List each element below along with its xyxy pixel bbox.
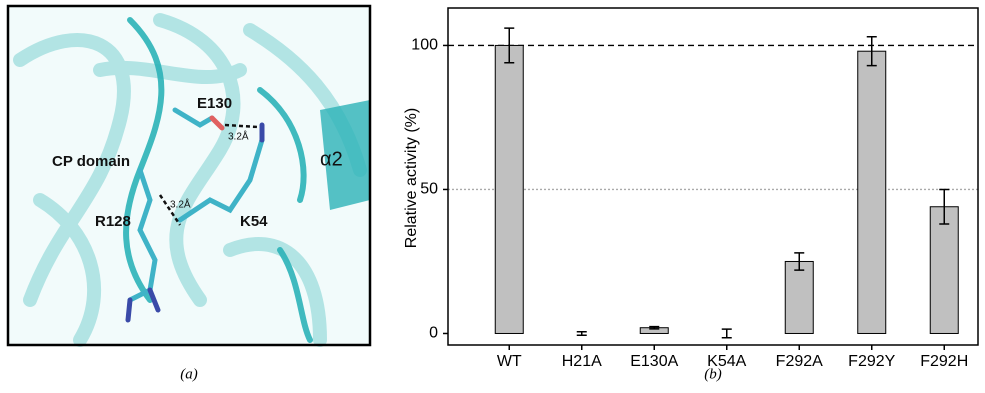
error-bar bbox=[722, 329, 732, 338]
distance-label: 3.2Å bbox=[170, 198, 191, 211]
x-tick-label: F292Y bbox=[848, 353, 895, 370]
bar bbox=[785, 261, 813, 333]
x-tick-label: F292A bbox=[776, 353, 823, 370]
y-tick-label: 50 bbox=[420, 181, 438, 198]
y-axis-label: Relative activity (%) bbox=[403, 108, 420, 248]
x-tick-label: WT bbox=[497, 353, 522, 370]
y-tick-label: 100 bbox=[411, 37, 438, 54]
x-tick-label: K54A bbox=[707, 353, 746, 370]
error-bar bbox=[577, 332, 587, 335]
structure-panel: E130 3.2Å CP domain α2 R128 3.2Å K54 (a) bbox=[8, 6, 370, 382]
distance-label: 3.2Å bbox=[228, 130, 249, 143]
plot-frame bbox=[448, 8, 978, 345]
panel-caption: (a) bbox=[180, 366, 198, 382]
y-tick-label: 0 bbox=[429, 325, 438, 342]
residue-label: K54 bbox=[240, 213, 268, 230]
x-tick-label: E130A bbox=[630, 353, 678, 370]
bar bbox=[495, 45, 523, 333]
residue-label: E130 bbox=[197, 95, 232, 112]
residue-label: R128 bbox=[95, 213, 131, 230]
x-tick-label: F292H bbox=[920, 353, 968, 370]
x-tick-label: H21A bbox=[562, 353, 602, 370]
figure: E130 3.2Å CP domain α2 R128 3.2Å K54 (a)… bbox=[0, 0, 985, 388]
bar bbox=[930, 207, 958, 334]
domain-label: CP domain bbox=[52, 153, 130, 170]
bar bbox=[858, 51, 886, 333]
helix-label: α2 bbox=[320, 148, 343, 170]
